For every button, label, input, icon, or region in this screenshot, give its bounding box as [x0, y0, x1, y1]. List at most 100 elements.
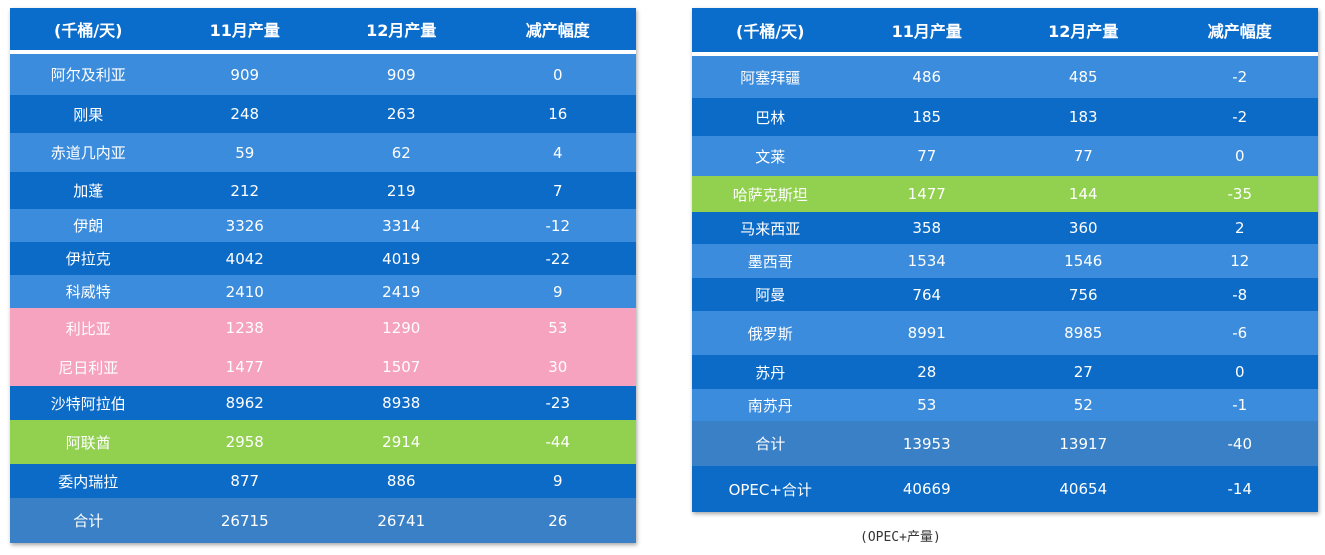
table-cell: 12 [1230, 252, 1250, 270]
header-cell: 11月产量 [891, 22, 962, 41]
table-cell: 2914 [382, 433, 421, 451]
table-cell: 阿联酋 [65, 433, 111, 452]
table-cell: 8962 [225, 394, 264, 412]
table-cell: 苏丹 [755, 363, 786, 382]
table-cell: 13917 [1059, 434, 1108, 453]
table-cell: 8938 [382, 394, 421, 412]
table-cell: 756 [1068, 285, 1098, 304]
table-cell: 1507 [382, 358, 421, 376]
table-cell: 909 [386, 65, 416, 84]
table-cell: 26741 [377, 511, 426, 530]
table-cell: -40 [1227, 434, 1253, 453]
table-cell: -35 [1227, 185, 1253, 203]
header-row: (千桶/天) 11月产量 12月产量 减产幅度 [692, 8, 1318, 52]
table-row: 墨西哥 1534 1546 12 [692, 244, 1318, 278]
table-cell: 40654 [1059, 480, 1108, 498]
table-cell: OPEC+合计 [728, 480, 812, 499]
table-cell: 0 [552, 65, 563, 84]
table-cell: 144 [1068, 185, 1098, 203]
table-cell: 利比亚 [65, 319, 111, 338]
table-cell: 3326 [225, 216, 264, 235]
table-cell: 360 [1068, 219, 1098, 237]
header-cell: 减产幅度 [525, 21, 590, 40]
table-cell: 40669 [902, 480, 951, 498]
table-cell: 52 [1073, 396, 1093, 414]
table-row: 委内瑞拉 877 886 9 [10, 464, 636, 498]
table-cell: 2 [1234, 219, 1245, 237]
table-row: 阿曼 764 756 -8 [692, 278, 1318, 311]
table-cell: 53 [917, 396, 937, 414]
table-cell: 886 [386, 472, 416, 490]
table-cell: 合计 [73, 512, 104, 530]
table-cell: -1 [1232, 396, 1248, 414]
table-row: 南苏丹 53 52 -1 [692, 389, 1318, 421]
table-cell: 26 [548, 511, 568, 530]
header-row: (千桶/天) 11月产量 12月产量 减产幅度 [10, 8, 636, 50]
header-cell: (千桶/天) [736, 22, 805, 41]
header-cell: (千桶/天) [54, 21, 123, 40]
table-cell: 9 [552, 282, 563, 301]
table-cell: 13953 [902, 434, 951, 453]
table-cell: 哈萨克斯坦 [732, 185, 808, 204]
table-cell: 1534 [907, 252, 946, 270]
table-cell: 59 [235, 143, 255, 162]
table-row: 伊拉克 4042 4019 -22 [10, 242, 636, 275]
header-cell: 减产幅度 [1207, 22, 1272, 41]
table-row: 科威特 2410 2419 9 [10, 275, 636, 308]
table-cell: 2958 [225, 433, 264, 451]
table-cell: 0 [1234, 147, 1245, 165]
table-cell: 62 [391, 143, 411, 162]
table-cell: 8985 [1064, 324, 1103, 342]
table-cell: 30 [548, 358, 568, 376]
table-cell: 263 [386, 105, 416, 123]
table-cell: 219 [386, 181, 416, 200]
table-cell: 科威特 [65, 283, 111, 301]
table-cell: 2419 [382, 282, 421, 301]
table-cell: 1290 [382, 319, 421, 337]
table-cell: 3314 [382, 216, 421, 235]
table-cell: 8991 [907, 324, 946, 342]
table-cell: 212 [230, 181, 260, 200]
table-cell: 巴林 [755, 108, 786, 127]
table-cell: 文莱 [755, 147, 786, 166]
table-cell: 77 [1073, 147, 1093, 165]
table-row: 俄罗斯 8991 8985 -6 [692, 311, 1318, 355]
table-cell: 1238 [225, 319, 264, 337]
table-cell: 赤道几内亚 [50, 144, 126, 162]
table-cell: 尼日利亚 [58, 358, 119, 377]
table-cell: -44 [545, 433, 571, 451]
table-cell: 1477 [225, 358, 264, 376]
table-cell: 4042 [225, 249, 264, 268]
table-row: 利比亚 1238 1290 53 [10, 308, 636, 348]
table-cell: -6 [1232, 324, 1248, 342]
table-cell: 185 [912, 108, 942, 126]
header-cell: 11月产量 [209, 21, 280, 40]
right-table: (千桶/天) 11月产量 12月产量 减产幅度 阿塞拜疆 486 485 -2 巴林 185 183… [692, 8, 1318, 512]
table-cell: 南苏丹 [747, 396, 793, 415]
table-cell: 0 [1234, 363, 1245, 381]
table-cell: 26715 [220, 511, 269, 530]
table-cell: -14 [1227, 480, 1253, 498]
table-row: 沙特阿拉伯 8962 8938 -23 [10, 386, 636, 420]
table-row: 加蓬 212 219 7 [10, 172, 636, 209]
table-row: 合计 13953 13917 -40 [692, 421, 1318, 466]
table-row: 尼日利亚 1477 1507 30 [10, 348, 636, 386]
table-row: 伊朗 3326 3314 -12 [10, 209, 636, 242]
table-row: 马来西亚 358 360 2 [692, 212, 1318, 244]
table-cell: 伊朗 [73, 217, 104, 235]
left-table: (千桶/天) 11月产量 12月产量 减产幅度 阿尔及利亚 909 909 0 刚果 248 263… [10, 8, 636, 543]
table-cell: 764 [912, 285, 942, 304]
table-cell: 委内瑞拉 [58, 472, 119, 491]
table-cell: 沙特阿拉伯 [50, 394, 126, 413]
table-cell: 27 [1073, 363, 1093, 381]
table-cell: 358 [912, 219, 942, 237]
table-cell: 183 [1068, 108, 1098, 126]
table-cell: -22 [545, 249, 571, 268]
table-cell: 伊拉克 [65, 250, 111, 268]
table-cell: 486 [912, 68, 942, 86]
table-cell: 马来西亚 [740, 219, 801, 238]
caption: (OPEC+产量) [860, 530, 941, 545]
table-cell: 阿尔及利亚 [50, 66, 126, 84]
table-cell: 4 [552, 143, 563, 162]
